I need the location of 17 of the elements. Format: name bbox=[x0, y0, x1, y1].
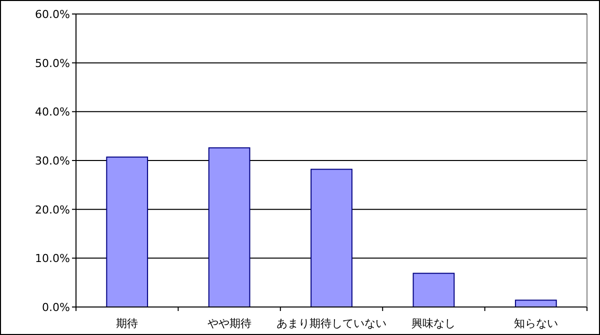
x-tick-label: あまり期待していない bbox=[276, 317, 386, 330]
x-tick-label: 興味なし bbox=[412, 317, 456, 330]
y-tick-label: 50.0% bbox=[35, 56, 70, 70]
y-tick-label: 60.0% bbox=[35, 8, 70, 21]
bar bbox=[208, 147, 250, 308]
bar bbox=[412, 272, 455, 308]
bar bbox=[106, 156, 148, 308]
y-tick-label: 40.0% bbox=[35, 106, 70, 119]
y-tick-label: 10.0% bbox=[35, 252, 70, 266]
y-tick-label: 20.0% bbox=[35, 203, 70, 216]
x-tick-label: 知らない bbox=[514, 317, 558, 330]
y-tick-label: 30.0% bbox=[35, 154, 70, 168]
x-tick-label: 期待 bbox=[116, 317, 138, 330]
x-tick-label: やや期待 bbox=[207, 317, 252, 330]
bar bbox=[310, 168, 352, 308]
y-tick-label: 0.0% bbox=[42, 301, 70, 314]
bar bbox=[514, 300, 557, 308]
